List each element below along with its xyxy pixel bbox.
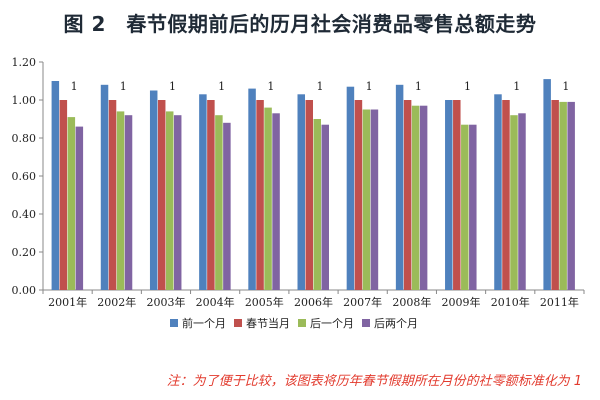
x-tick-label: 2009年 xyxy=(442,295,481,309)
y-tick-label: 0.20 xyxy=(12,246,37,259)
data-label: 1 xyxy=(267,80,274,93)
bar xyxy=(124,115,133,290)
data-label: 1 xyxy=(169,80,176,93)
bar xyxy=(165,111,174,291)
x-tick-label: 2001年 xyxy=(48,295,87,309)
bar xyxy=(67,117,76,290)
legend-label: 春节当月 xyxy=(246,316,290,330)
y-tick-label: 0.80 xyxy=(12,132,37,145)
bar xyxy=(248,88,256,290)
bar xyxy=(199,94,207,290)
bar xyxy=(264,107,272,290)
x-tick-label: 2008年 xyxy=(392,295,431,309)
data-label: 1 xyxy=(218,80,225,93)
bar xyxy=(297,94,305,290)
chart-title: 图 2 春节假期前后的历月社会消费品零售总额走势 xyxy=(63,12,537,36)
bar xyxy=(510,115,518,290)
bar xyxy=(272,113,280,290)
bar xyxy=(411,105,420,290)
bar xyxy=(494,94,502,290)
legend-label: 后两个月 xyxy=(374,317,418,330)
y-tick-label: 0.40 xyxy=(12,208,37,221)
x-tick-label: 2002年 xyxy=(97,295,136,309)
bar xyxy=(469,124,477,290)
bar xyxy=(543,79,551,290)
bar xyxy=(256,100,264,290)
bar xyxy=(502,100,510,290)
x-tick-label: 2005年 xyxy=(245,295,284,309)
bar xyxy=(321,124,329,290)
bar xyxy=(149,90,158,290)
x-tick-label: 2004年 xyxy=(196,295,235,309)
bar xyxy=(51,81,60,290)
bar xyxy=(313,119,321,290)
bar xyxy=(518,113,526,290)
bar xyxy=(215,115,223,290)
data-label: 1 xyxy=(317,80,324,93)
x-tick-label: 2011年 xyxy=(540,295,579,309)
bar xyxy=(346,86,355,290)
chart-note: 注：为了便于比较，该图表将历年春节假期所在月份的社零额标准化为 1 xyxy=(166,374,582,389)
bar xyxy=(445,100,453,290)
data-label: 1 xyxy=(464,80,471,93)
bar xyxy=(116,111,125,291)
bar xyxy=(362,109,371,290)
legend-swatch xyxy=(170,319,178,327)
legend-swatch xyxy=(362,319,370,327)
bar xyxy=(75,126,84,290)
data-label: 1 xyxy=(71,80,78,93)
bar xyxy=(559,101,567,291)
bar xyxy=(108,100,117,290)
data-label: 1 xyxy=(513,80,520,93)
x-tick-label: 2003年 xyxy=(146,295,185,309)
legend-swatch xyxy=(234,319,242,327)
x-tick-label: 2010年 xyxy=(491,295,530,309)
bar xyxy=(157,100,166,290)
bar xyxy=(223,122,231,290)
bar xyxy=(100,84,109,290)
data-label: 1 xyxy=(415,80,422,93)
data-label: 1 xyxy=(120,80,127,93)
y-tick-label: 1.00 xyxy=(12,94,37,107)
y-tick-label: 0.60 xyxy=(12,170,37,183)
bar xyxy=(207,100,215,290)
bar xyxy=(173,115,182,290)
bar xyxy=(461,124,469,290)
y-tick-label: 1.20 xyxy=(12,56,37,69)
data-label: 1 xyxy=(562,80,569,93)
bar xyxy=(305,100,313,290)
legend-swatch xyxy=(298,319,306,327)
x-tick-label: 2006年 xyxy=(294,295,333,309)
y-tick-label: 0.00 xyxy=(12,284,37,297)
x-tick-label: 2007年 xyxy=(343,295,382,309)
bar xyxy=(419,105,428,290)
data-label: 1 xyxy=(366,80,373,93)
bar xyxy=(395,84,404,290)
bar xyxy=(59,100,68,290)
bar xyxy=(453,100,461,290)
bar xyxy=(403,100,412,290)
bar xyxy=(370,109,379,290)
bar xyxy=(354,100,363,290)
legend-label: 前一个月 xyxy=(182,316,226,330)
bar xyxy=(551,100,559,290)
bar xyxy=(567,101,575,291)
legend-label: 后一个月 xyxy=(310,317,354,330)
